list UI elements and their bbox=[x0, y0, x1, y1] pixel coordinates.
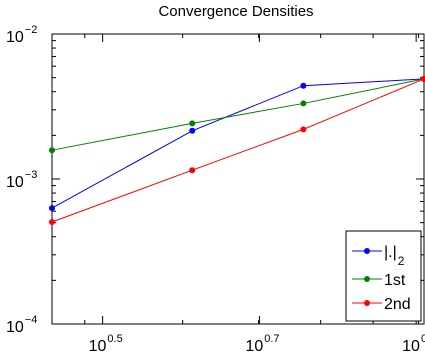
series-line bbox=[51, 78, 425, 151]
legend-marker bbox=[364, 300, 370, 306]
series-layer bbox=[49, 75, 425, 226]
legend-marker bbox=[364, 248, 370, 254]
series-line bbox=[51, 78, 425, 223]
legend-box bbox=[345, 230, 422, 322]
series-point bbox=[49, 147, 55, 154]
legend-marker bbox=[364, 276, 370, 282]
series-point bbox=[421, 75, 425, 82]
series-point bbox=[49, 219, 55, 226]
series-line bbox=[51, 78, 425, 209]
x-tick-label: 100.7 bbox=[245, 333, 279, 355]
legend-label: 2nd bbox=[384, 296, 411, 313]
series-point bbox=[300, 100, 307, 107]
series-point bbox=[49, 205, 55, 212]
legend-label: 1st bbox=[384, 272, 406, 289]
x-tick-label: 100.5 bbox=[89, 333, 123, 355]
y-tick-label: 10−2 bbox=[6, 24, 37, 46]
series-point bbox=[300, 126, 307, 133]
y-tick-label: 10−4 bbox=[6, 314, 37, 336]
x-tick-label: 100.9 bbox=[402, 333, 425, 355]
series-point bbox=[189, 127, 196, 134]
chart-title: Convergence Densities bbox=[158, 3, 313, 20]
series-point bbox=[189, 120, 196, 127]
y-tick-label: 10−3 bbox=[6, 169, 37, 191]
series-point bbox=[300, 82, 307, 89]
series-point bbox=[189, 167, 196, 174]
